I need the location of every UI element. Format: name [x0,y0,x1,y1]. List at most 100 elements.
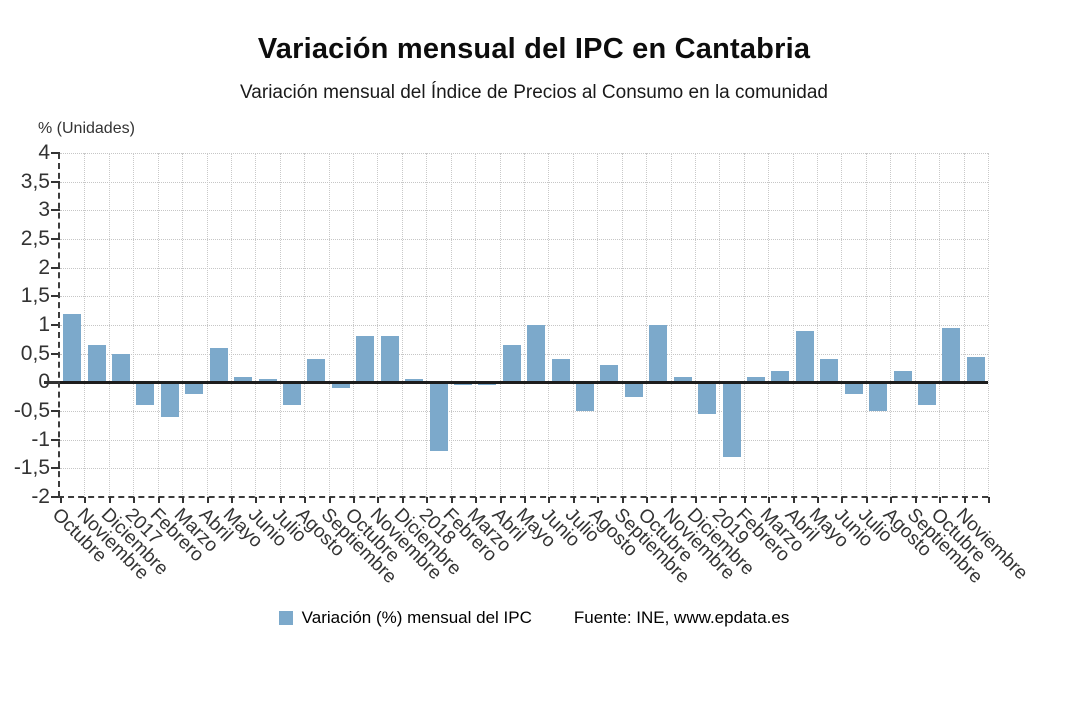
x-axis-tick [353,497,356,503]
x-axis-tick [719,497,722,503]
x-axis-tick [817,497,820,503]
bar [527,325,546,383]
x-axis-tick [670,497,673,503]
y-tick-label: 4 [38,141,50,164]
bar [478,382,497,386]
x-gridline [988,153,989,497]
bar [576,382,595,411]
x-gridline [621,153,623,497]
y-axis-tick [51,467,60,470]
x-axis-tick [108,497,111,503]
chart-title: Variación mensual del IPC en Cantabria [257,33,811,65]
bar [722,382,741,457]
x-gridline [963,153,965,497]
y-tick-label: 0 [38,370,50,394]
y-axis-tick [51,266,60,269]
x-axis-tick [743,497,746,503]
y-axis-tick [51,352,60,355]
x-axis-tick [230,497,233,503]
x-axis-tick [572,497,575,503]
x-axis-tick [426,497,429,503]
bar [551,359,570,383]
x-gridline [157,153,159,497]
x-axis-tick [60,497,62,503]
x-gridline [133,153,135,497]
y-axis-tick [51,152,60,154]
y-tick-label: 0,5 [20,341,50,365]
bar [234,376,253,383]
x-gridline [426,153,428,497]
x-gridline [743,153,745,497]
x-axis-tick [499,497,502,503]
legend-label: Variación (%) mensual del IPC [301,608,532,627]
bar [673,376,692,383]
source-text: Fuente: INE, www.epdata.es [573,608,790,627]
x-axis-tick [450,497,453,503]
x-gridline [206,153,208,497]
x-gridline [597,153,599,497]
x-gridline [865,153,867,497]
bar [917,382,936,406]
x-axis-tick [865,497,868,503]
x-gridline [792,153,794,497]
bar [307,359,326,383]
x-axis-tick [914,497,917,503]
x-axis-tick [182,497,185,503]
bar [747,376,765,383]
x-axis-tick [304,497,307,503]
x-axis-tick [768,497,771,503]
bar [966,356,985,383]
x-gridline [304,153,306,497]
x-gridline [841,153,843,497]
y-axis-title: % (Unidades) [38,120,135,137]
x-axis-tick [963,497,966,503]
x-axis-tick [841,497,844,503]
x-gridline [182,153,184,497]
bar [942,327,961,383]
x-gridline [524,153,525,497]
x-gridline [890,153,892,497]
y-axis-tick [51,438,60,441]
bar [844,382,863,394]
y-axis-tick [51,238,60,240]
x-axis-tick [157,497,160,503]
x-gridline [328,153,330,497]
x-gridline [84,153,86,497]
y-axis-tick [51,410,60,412]
bar [283,382,301,406]
chart-subtitle: Variación mensual del Índice de Precios … [240,82,828,103]
x-gridline [914,153,916,497]
x-axis-tick [548,497,551,503]
y-axis-tick [51,496,60,498]
x-axis-tick [988,497,990,503]
bar [795,330,814,383]
bar [112,353,131,383]
x-gridline [572,153,574,497]
x-axis-tick [524,497,526,503]
y-axis-tick [51,324,60,326]
x-gridline [768,153,770,497]
y-tick-label: -0,5 [13,399,50,422]
x-gridline [646,153,648,497]
y-tick-label: 3,5 [20,169,50,193]
x-axis-tick [377,497,380,503]
bar [820,359,839,383]
x-gridline [450,153,452,497]
x-axis-tick [939,497,942,503]
x-gridline [939,153,941,497]
x-axis-tick [694,497,697,503]
y-tick-label: -1,5 [13,456,50,480]
x-gridline [475,153,477,497]
x-gridline [719,153,721,497]
zero-line [60,380,988,384]
x-axis-tick [401,497,404,503]
y-tick-label: 2,5 [20,227,50,250]
x-axis-tick [206,497,209,503]
y-tick-label: -1 [31,427,50,451]
x-gridline [108,153,110,497]
bar [380,336,399,383]
x-gridline [377,153,379,497]
y-axis-tick [51,209,60,212]
x-gridline [670,153,672,497]
bar [63,313,82,383]
